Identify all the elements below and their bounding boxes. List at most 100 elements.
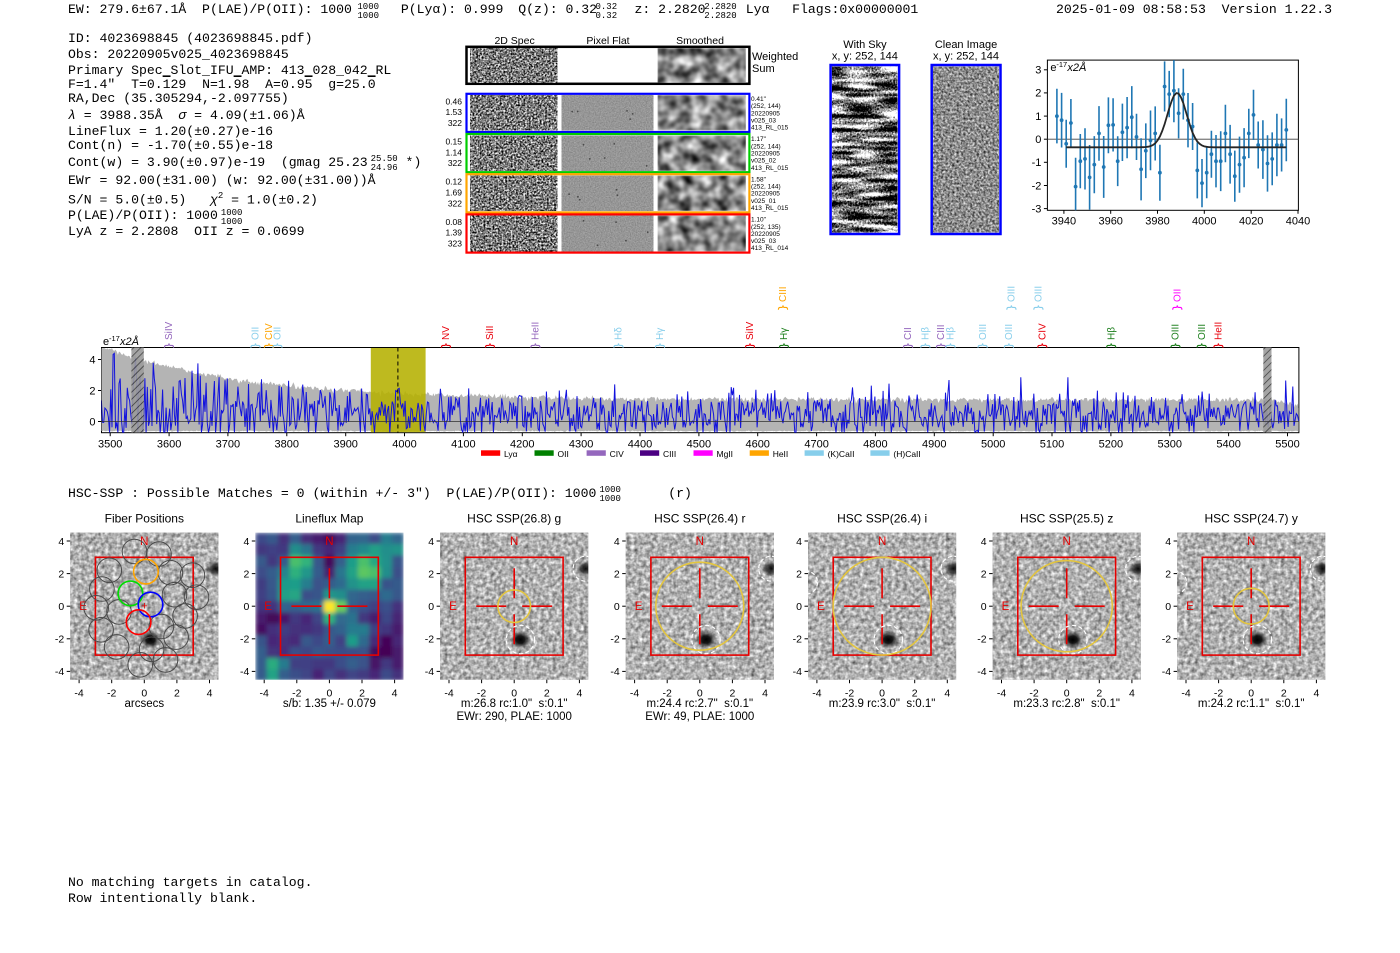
svg-text:OIII: OIII: [1171, 324, 1182, 340]
svg-text:-4: -4: [997, 687, 1006, 699]
svg-text:E: E: [1186, 601, 1194, 613]
svg-text:1.69: 1.69: [445, 188, 462, 198]
svg-text:HSC SSP(26.4) r: HSC SSP(26.4) r: [654, 512, 745, 526]
svg-text:(252, 135): (252, 135): [751, 224, 781, 231]
svg-text:0: 0: [1064, 687, 1070, 699]
svg-text:4: 4: [1165, 536, 1171, 548]
svg-text:-2: -2: [477, 687, 486, 699]
svg-text:4700: 4700: [804, 438, 828, 450]
svg-text:2: 2: [1035, 88, 1041, 100]
svg-text:2: 2: [89, 386, 95, 398]
svg-text:2: 2: [428, 568, 434, 580]
svg-text:-4: -4: [1181, 687, 1190, 699]
svg-text:m:26.8 rc:1.0" s:0.1": m:26.8 rc:1.0" s:0.1": [461, 698, 568, 710]
svg-text:HeII: HeII: [531, 322, 542, 340]
svg-text:-4: -4: [630, 687, 639, 699]
svg-text:0.46: 0.46: [445, 96, 462, 106]
svg-text:2: 2: [174, 687, 180, 699]
svg-text:OIII: OIII: [978, 324, 989, 340]
svg-text:s/b: 1.35 +/- 0.079: s/b: 1.35 +/- 0.079: [283, 698, 376, 710]
svg-text:3: 3: [1035, 65, 1041, 77]
svg-text:4: 4: [944, 687, 950, 699]
svg-text:-17: -17: [109, 334, 120, 343]
svg-text:m:24.2 rc:1.1" s:0.1": m:24.2 rc:1.1" s:0.1": [1198, 698, 1305, 710]
svg-text:4: 4: [428, 536, 434, 548]
svg-text:CIII: CIII: [936, 324, 947, 340]
svg-text:3960: 3960: [1098, 215, 1122, 227]
svg-text:-2: -2: [977, 634, 986, 646]
svg-text:-2: -2: [845, 687, 854, 699]
svg-text:-4: -4: [240, 666, 249, 678]
svg-text:0: 0: [243, 601, 249, 613]
svg-text:-2: -2: [1032, 180, 1042, 192]
svg-text:OIII: OIII: [1004, 324, 1015, 340]
svg-text:4: 4: [392, 687, 398, 699]
svg-text:-4: -4: [812, 687, 821, 699]
svg-text:1.53: 1.53: [445, 107, 462, 117]
svg-text:1.10": 1.10": [751, 217, 767, 224]
svg-text:1: 1: [1035, 111, 1041, 123]
svg-text:322: 322: [448, 158, 462, 168]
svg-text:20220905: 20220905: [751, 151, 780, 158]
svg-text:322: 322: [448, 198, 462, 208]
svg-text:x2Å: x2Å: [1066, 61, 1086, 74]
svg-text:0: 0: [1248, 687, 1254, 699]
svg-text:Lyα: Lyα: [504, 449, 518, 459]
svg-text:E: E: [635, 601, 643, 613]
svg-text:413_RL_015: 413_RL_015: [751, 205, 789, 212]
svg-text:413_RL_015: 413_RL_015: [751, 125, 789, 132]
svg-text:MgII: MgII: [717, 449, 734, 459]
svg-text:4000: 4000: [1192, 215, 1216, 227]
svg-text:0: 0: [511, 687, 517, 699]
svg-text:Hβ: Hβ: [921, 327, 932, 340]
svg-text:Hγ: Hγ: [655, 328, 666, 340]
svg-text:2: 2: [1096, 687, 1102, 699]
svg-text:m:23.3 rc:2.8" s:0.1": m:23.3 rc:2.8" s:0.1": [1013, 698, 1120, 710]
svg-text:20220905: 20220905: [751, 110, 780, 117]
svg-text:m:23.9 rc:3.0" s:0.1": m:23.9 rc:3.0" s:0.1": [829, 698, 936, 710]
svg-text:4: 4: [796, 536, 802, 548]
svg-text:2: 2: [544, 687, 550, 699]
svg-text:HeII: HeII: [773, 449, 789, 459]
svg-text:3980: 3980: [1145, 215, 1169, 227]
svg-text:-2: -2: [610, 634, 619, 646]
svg-text:2: 2: [58, 568, 64, 580]
svg-text:Hβ: Hβ: [946, 327, 957, 340]
svg-text:Hδ: Hδ: [614, 327, 625, 340]
svg-text:1.39: 1.39: [445, 228, 462, 238]
svg-text:0: 0: [697, 687, 703, 699]
svg-text:4100: 4100: [451, 438, 475, 450]
svg-text:0: 0: [89, 417, 95, 429]
svg-text:EWr: 49, PLAE: 1000: EWr: 49, PLAE: 1000: [645, 711, 754, 723]
svg-text:v025_03: v025_03: [751, 118, 776, 125]
svg-text:4: 4: [614, 536, 620, 548]
svg-text:CIII: CIII: [778, 286, 789, 302]
svg-text:HeII: HeII: [1214, 322, 1225, 340]
svg-text:m:24.4 rc:2.7" s:0.1": m:24.4 rc:2.7" s:0.1": [646, 698, 753, 710]
svg-text:4: 4: [762, 687, 768, 699]
svg-text:With Sky: With Sky: [843, 39, 887, 51]
svg-text:Sum: Sum: [752, 63, 775, 75]
svg-text:Smoothed: Smoothed: [676, 35, 724, 47]
svg-text:0: 0: [614, 601, 620, 613]
svg-text:4: 4: [1313, 687, 1319, 699]
svg-text:x, y: 252, 144: x, y: 252, 144: [832, 51, 898, 63]
svg-text:0: 0: [58, 601, 64, 613]
svg-text:-4: -4: [610, 666, 619, 678]
svg-text:N: N: [1247, 536, 1255, 548]
svg-text:0.12: 0.12: [445, 177, 462, 187]
svg-text:OIII: OIII: [1197, 324, 1208, 340]
svg-text:HSC SSP(25.5) z: HSC SSP(25.5) z: [1020, 512, 1113, 526]
svg-text:(252, 144): (252, 144): [751, 103, 781, 110]
svg-text:SiIV: SiIV: [164, 321, 175, 340]
svg-text:E: E: [264, 601, 272, 613]
svg-text:Clean Image: Clean Image: [935, 39, 997, 51]
svg-text:SiII: SiII: [485, 326, 496, 340]
svg-text:OIII: OIII: [1007, 286, 1018, 302]
svg-text:Weighted: Weighted: [752, 51, 798, 63]
svg-text:-2: -2: [1162, 634, 1171, 646]
svg-text:2: 2: [243, 568, 249, 580]
svg-text:0: 0: [428, 601, 434, 613]
svg-text:4000: 4000: [392, 438, 416, 450]
svg-text:3900: 3900: [333, 438, 357, 450]
